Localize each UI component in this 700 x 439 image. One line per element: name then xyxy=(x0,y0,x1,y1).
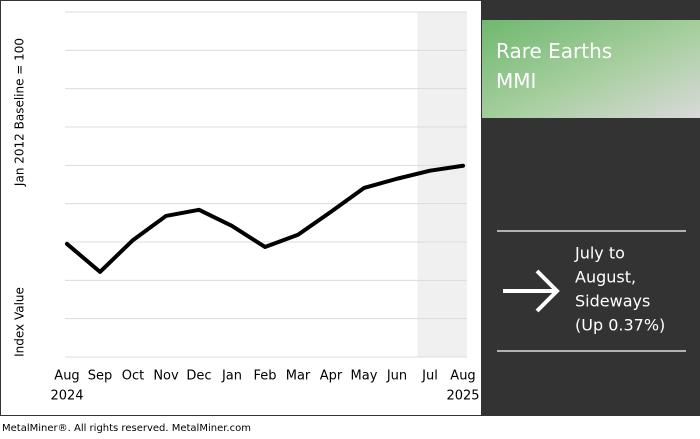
x-tick-label: Oct xyxy=(122,369,144,384)
y-axis-label: Index Value xyxy=(13,287,27,357)
title-line: Rare Earths xyxy=(496,39,612,63)
x-tick-label: Nov xyxy=(153,369,179,384)
x-tick-label: Apr xyxy=(320,369,343,384)
x-tick-label: Sep xyxy=(88,369,113,384)
x-tick-label: Feb xyxy=(253,369,276,384)
chart-title: Rare Earths MMI xyxy=(496,39,619,93)
title-line: MMI xyxy=(496,69,536,93)
annotation-line: August, xyxy=(575,268,636,287)
arrow-icon xyxy=(503,269,560,313)
line xyxy=(65,163,465,274)
annotation-line: (Up 0.37%) xyxy=(575,316,665,335)
x-tick-sublabel: 2024 xyxy=(50,389,83,404)
x-tick-label: Aug xyxy=(450,369,475,384)
x-tick-label: Jun xyxy=(386,369,407,384)
x-tick-sublabel: 2025 xyxy=(446,389,479,404)
footer: MetalMiner®. All rights reserved. MetalM… xyxy=(2,423,251,434)
title-box xyxy=(482,20,700,118)
x-tick-label: Aug xyxy=(54,369,79,384)
x-tick-label: Jan xyxy=(221,369,242,384)
x-tick-label: Jul xyxy=(421,369,438,384)
y-axis-label: Jan 2012 Baseline = 100 xyxy=(13,38,27,187)
x-tick-label: Mar xyxy=(286,369,311,384)
x-tick-label: Dec xyxy=(186,369,211,384)
annotation-line: July to xyxy=(574,244,625,263)
annotation: July to August, Sideways (Up 0.37%) xyxy=(574,244,665,335)
x-tick-label: May xyxy=(351,369,378,384)
annotation-line: Sideways xyxy=(575,292,650,311)
plot-frame xyxy=(0,0,482,416)
highlight-band xyxy=(417,12,467,357)
